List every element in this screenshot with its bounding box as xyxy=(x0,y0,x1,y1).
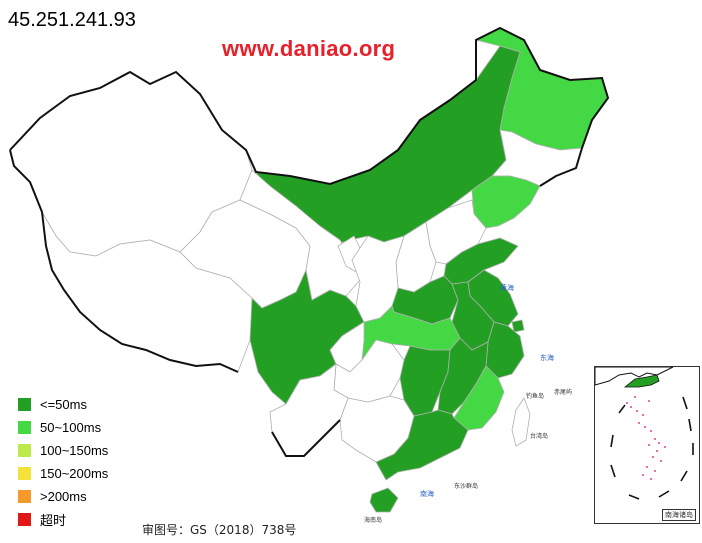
legend-label: >200ms xyxy=(40,489,87,504)
legend-label: 150~200ms xyxy=(40,466,108,481)
legend-item: <=50ms xyxy=(18,393,108,416)
legend-swatch xyxy=(18,513,31,526)
province-shanghai xyxy=(512,320,524,332)
map-label-huanghai: 黄海 xyxy=(500,283,514,292)
map-label-chiwei: 赤尾屿 xyxy=(554,388,572,396)
south-china-sea-inset: 南海诸岛 xyxy=(594,366,700,524)
legend-item: 超时 xyxy=(18,508,108,531)
inset-map xyxy=(595,367,699,523)
legend-swatch xyxy=(18,490,31,503)
map-label-nanhai: 南海 xyxy=(420,489,434,498)
legend-swatch xyxy=(18,398,31,411)
province-taiwan xyxy=(512,398,530,446)
legend-swatch xyxy=(18,444,31,457)
legend-swatch xyxy=(18,467,31,480)
legend-label: 50~100ms xyxy=(40,420,101,435)
legend-label: 100~150ms xyxy=(40,443,108,458)
province-hainan xyxy=(370,488,398,512)
province-liaoning xyxy=(472,176,540,228)
inset-title: 南海诸岛 xyxy=(662,509,696,521)
map-label-donghai: 东海 xyxy=(540,353,554,362)
latency-legend: <=50ms 50~100ms 100~150ms 150~200ms >200… xyxy=(18,393,108,531)
map-label-hainan: 海南岛 xyxy=(364,516,382,524)
legend-label: <=50ms xyxy=(40,397,87,412)
legend-item: 50~100ms xyxy=(18,416,108,439)
legend-item: >200ms xyxy=(18,485,108,508)
map-label-dongsha: 东沙群岛 xyxy=(454,482,478,490)
legend-item: 150~200ms xyxy=(18,462,108,485)
legend-label: 超时 xyxy=(40,510,66,529)
legend-item: 100~150ms xyxy=(18,439,108,462)
legend-swatch xyxy=(18,421,31,434)
map-label-taiwan: 台湾岛 xyxy=(530,432,548,440)
map-label-diaoyu: 钓鱼岛 xyxy=(526,392,544,400)
map-approval-number: 审图号：GS（2018）738号 xyxy=(142,521,296,538)
